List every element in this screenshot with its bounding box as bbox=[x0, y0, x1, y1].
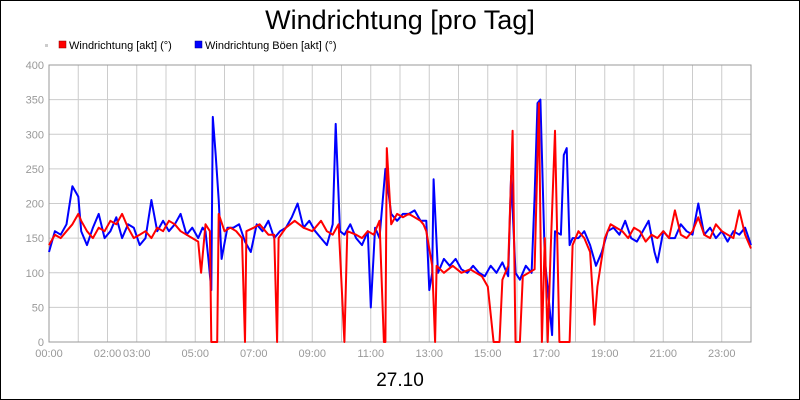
legend-label-windrichtung-boeen: Windrichtung Böen [akt] (°) bbox=[205, 40, 337, 52]
y-tick-label: 400 bbox=[26, 60, 44, 72]
y-tick-label: 150 bbox=[26, 233, 44, 245]
legend-swatch-windrichtung-boeen bbox=[194, 40, 203, 49]
y-tick-label: 350 bbox=[26, 95, 44, 107]
plot-area: 0 50 100 150 200 250 300 350 400 00:00 02:00 03:00 0… bbox=[26, 60, 752, 360]
series-line-windrichtung bbox=[48, 102, 752, 343]
x-tick-label: 03:00 bbox=[123, 348, 151, 360]
date-label: 27.10 bbox=[376, 370, 424, 391]
x-tick-label: 02:00 bbox=[94, 348, 122, 360]
x-tick-label: 19:00 bbox=[591, 348, 619, 360]
x-tick-label: 13:00 bbox=[415, 348, 443, 360]
x-tick-label: 23:00 bbox=[708, 348, 736, 360]
x-tick-label: 21:00 bbox=[649, 348, 677, 360]
x-tick-label: 00:00 bbox=[35, 348, 63, 360]
y-tick-label: 0 bbox=[38, 337, 44, 349]
x-tick-label: 09:00 bbox=[298, 348, 326, 360]
legend: Windrichtung [akt] (°) Windrichtung Böen… bbox=[45, 40, 337, 52]
legend-label-windrichtung: Windrichtung [akt] (°) bbox=[69, 40, 172, 52]
y-tick-label: 50 bbox=[32, 302, 44, 314]
y-tick-label: 100 bbox=[26, 268, 44, 280]
x-tick-label: 07:00 bbox=[240, 348, 268, 360]
legend-swatch-windrichtung bbox=[58, 40, 67, 49]
chart-title: Windrichtung [pro Tag] bbox=[265, 5, 535, 35]
x-tick-label: 17:00 bbox=[532, 348, 560, 360]
y-tick-label: 250 bbox=[26, 164, 44, 176]
series-line-windrichtung-boeen bbox=[48, 98, 752, 337]
plot-border bbox=[48, 64, 752, 343]
x-tick-label: 05:00 bbox=[181, 348, 209, 360]
y-tick-label: 300 bbox=[26, 129, 44, 141]
y-tick-label: 200 bbox=[26, 199, 44, 211]
x-tick-label: 15:00 bbox=[474, 348, 502, 360]
legend-marker-small bbox=[45, 44, 48, 47]
x-tick-label: 11:00 bbox=[357, 348, 384, 360]
